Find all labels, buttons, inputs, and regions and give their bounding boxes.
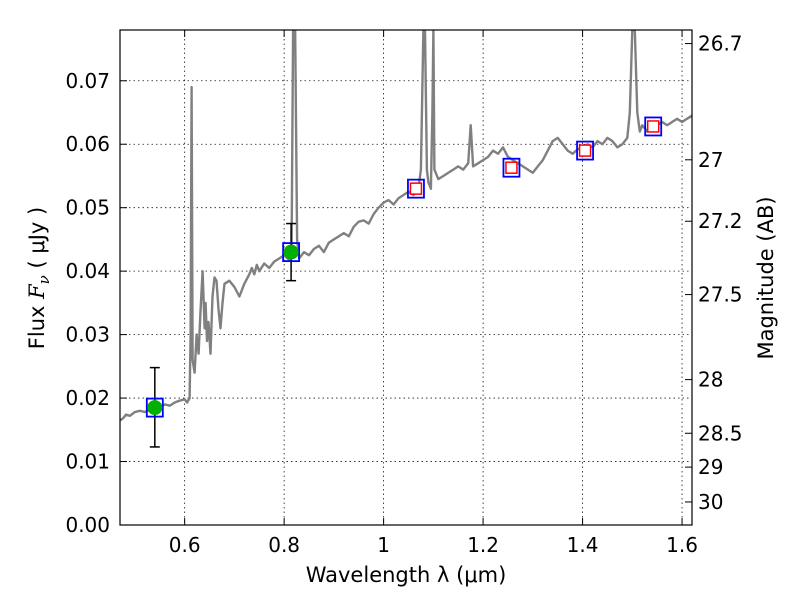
y-tick-label: 0.03	[65, 323, 110, 347]
photometry-point	[147, 400, 163, 416]
mag-tick-label: 29	[698, 455, 723, 479]
inner-box	[409, 182, 423, 195]
photometry-point	[283, 244, 299, 260]
grid	[120, 30, 692, 525]
y-axis-label: Flux Fν ( μJy )	[25, 207, 53, 349]
y-tick-label: 0.01	[65, 450, 110, 474]
model-box	[282, 242, 301, 263]
model-box	[502, 157, 521, 178]
model-box	[145, 397, 164, 418]
mag-tick-label: 27.5	[698, 283, 743, 307]
inner-box	[578, 144, 592, 157]
model-box	[644, 116, 663, 137]
x-tick-label: 1.2	[467, 533, 499, 557]
y-tick-label: 0.04	[65, 259, 110, 283]
plot-frame	[119, 29, 693, 526]
y-tick-label: 0.07	[65, 69, 110, 93]
x-tick-label: 1	[377, 533, 390, 557]
mag-tick-label: 27.2	[698, 209, 743, 233]
inner-box	[505, 161, 518, 174]
right-axis-label: Magnitude (AB)	[754, 196, 778, 359]
mag-tick-label: 27	[698, 148, 723, 172]
y-tick-label: 0.05	[65, 196, 110, 220]
marker-layer	[145, 116, 663, 448]
x-axis-label: Wavelength λ (μm)	[306, 563, 507, 587]
inner-box	[646, 120, 660, 133]
x-tick-label: 1.4	[567, 533, 599, 557]
x-tick-label: 1.6	[666, 533, 698, 557]
model-box	[407, 178, 425, 199]
x-tick-label: 0.6	[169, 533, 201, 557]
model-box	[576, 140, 594, 161]
y-tick-label: 0.06	[65, 132, 110, 156]
x-tick-label: 0.8	[268, 533, 300, 557]
axes: 0.6 0.8 1 1.2 1.4 1.6 0.00 0.01 0.02 0.03 0.04 0.05…	[65, 30, 743, 557]
y-tick-label: 0.02	[65, 386, 110, 410]
mag-tick-label: 30	[698, 490, 723, 514]
mag-tick-label: 28.5	[698, 421, 743, 445]
mag-tick-label: 26.7	[698, 32, 743, 56]
y-tick-label: 0.00	[65, 513, 110, 537]
mag-tick-label: 28	[698, 368, 723, 392]
